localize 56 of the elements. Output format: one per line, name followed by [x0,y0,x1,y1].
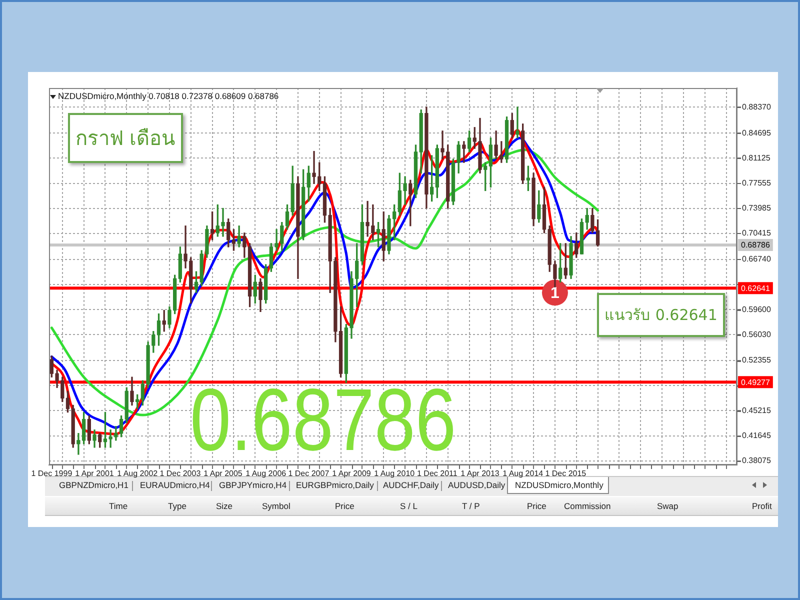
x-tick-label: 1 Aug 2014 [502,469,544,478]
annotation: 0.68786 [190,370,456,469]
y-tick-label: 0.66740 [742,254,772,264]
text: EURGBPmicro,Daily [296,480,374,490]
y-tick-label: 0.59600 [742,304,772,314]
y-tick-label: 0.56030 [742,330,772,339]
x-tick-label: 1 Apr 2009 [332,469,372,478]
ref-line-label: 0.68786 [741,240,770,250]
callout-box: กราฟ เดือน [68,113,183,163]
text: Symbol [262,501,290,511]
annotation: 1 [550,285,560,302]
text: Swap [657,501,678,511]
y-tick-label: 0.84695 [742,128,772,138]
annotation: แนวรับ 0.62641 [604,306,718,324]
y-tick-label: 0.41645 [742,431,772,440]
chart-title: NZDUSDmicro,Monthly 0.70818 0.72378 0.68609 0.68786 [58,91,279,101]
text: Profit [752,501,772,511]
y-tick-label: 0.73985 [742,204,772,213]
candlestick [462,141,466,163]
text: S / L [400,501,418,511]
y-tick-label: 0.81125 [742,153,771,162]
annotation: กราฟ เดือน [75,126,176,150]
callout-box: แนวรับ 0.62641 [597,293,725,337]
x-tick-label: 1 Dec 2011 [417,469,458,478]
y-tick-label: 0.45215 [742,406,772,415]
ref-line-label: 0.62641 [741,284,770,293]
x-tick-label: 1 Aug 2010 [374,469,416,478]
candlestick [516,106,520,138]
x-tick-label: 1 Dec 1999 [31,469,73,478]
x-tick-label: 1 Dec 2015 [545,469,587,478]
x-tick-label: 1 Apr 2005 [204,469,243,478]
y-tick-label: 0.52355 [742,356,772,365]
text: T / P [462,501,480,511]
text: AUDCHF,Daily [383,480,439,490]
text: GBPNZDmicro,H1 [59,480,128,490]
y-tick-label: 0.70415 [742,228,772,238]
text: Type [168,501,186,511]
x-tick-label: 1 Apr 2001 [75,469,114,478]
y-tick-label: 0.88370 [742,102,772,112]
x-tick-label: 1 Dec 2007 [288,469,330,478]
text: AUDUSD,Daily [448,480,506,490]
text: Time [109,501,128,511]
text: Price [335,501,354,511]
ref-line-label: 0.49277 [741,378,770,387]
text: GBPJPYmicro,H4 [219,480,287,490]
x-tick-label: 1 Dec 2003 [160,469,202,478]
x-tick-label: 1 Apr 2013 [460,469,500,478]
text: NZDUSDmicro,Monthly [515,480,604,490]
text: Size [216,501,233,511]
text: EURAUDmicro,H4 [140,480,210,490]
text: Price [527,501,546,511]
x-tick-label: 1 Aug 2002 [117,469,158,478]
text: Commission [564,501,611,511]
y-tick-label: 0.38075 [742,456,772,466]
y-tick-label: 0.77555 [742,178,772,188]
x-tick-label: 1 Aug 2006 [246,469,287,478]
